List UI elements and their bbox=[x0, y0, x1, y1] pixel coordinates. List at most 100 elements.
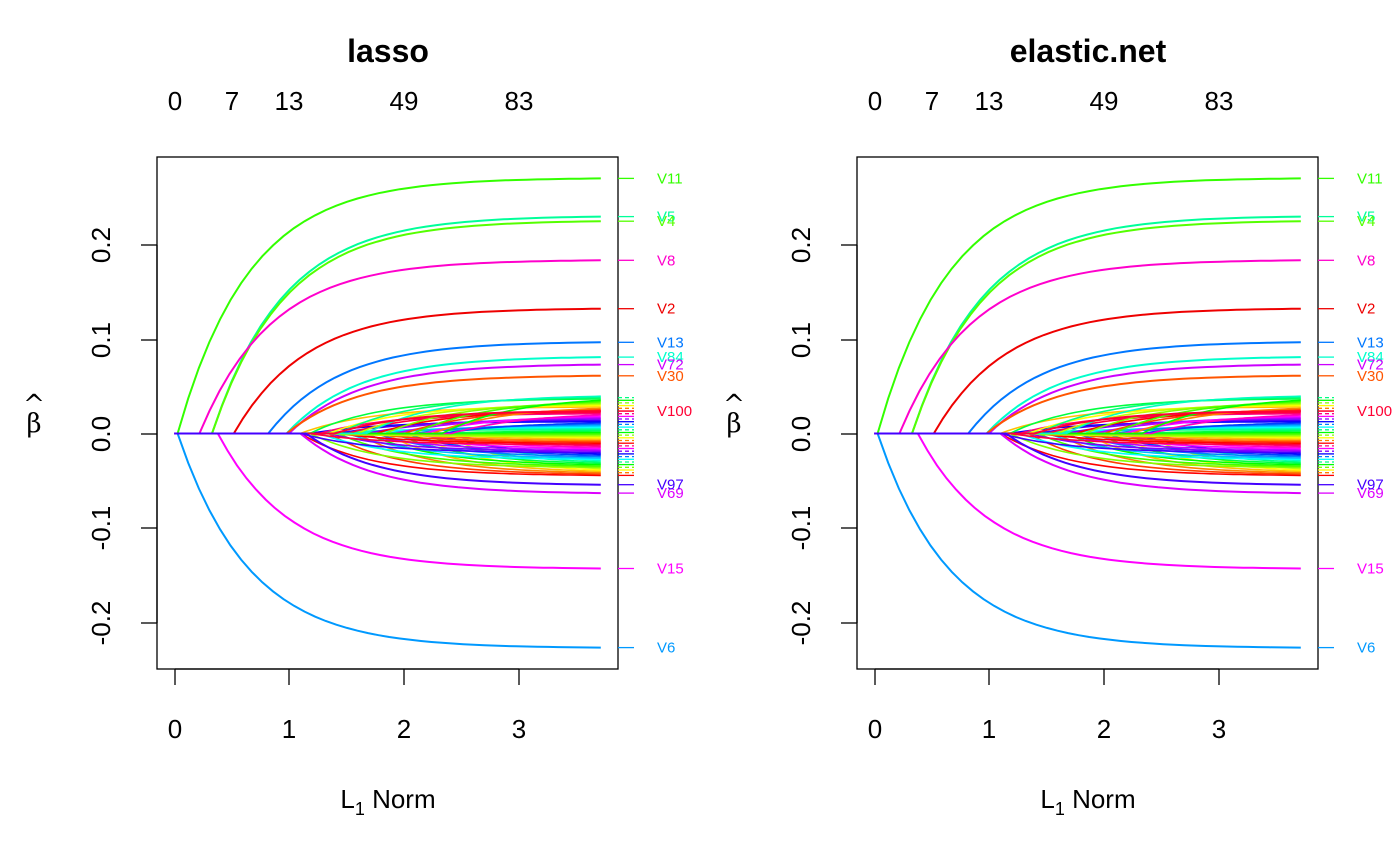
x-axis-label: L1 Norm bbox=[1040, 784, 1135, 819]
series-label-v2: V2 bbox=[657, 301, 675, 318]
x-axis-label: L1 Norm bbox=[340, 784, 435, 819]
series-line bbox=[174, 432, 601, 446]
series-label-v100: V100 bbox=[1357, 403, 1392, 420]
x-axis-ticks: 0 1 2 3 bbox=[868, 668, 1226, 744]
series-line bbox=[174, 430, 601, 435]
x-tick-label: 1 bbox=[982, 714, 996, 744]
series-line-v4 bbox=[174, 220, 601, 435]
top-tick: 83 bbox=[1205, 86, 1234, 116]
series-line bbox=[874, 396, 1301, 435]
series-label-v5: V5 bbox=[657, 209, 675, 226]
series-line bbox=[874, 432, 1301, 451]
panel-title: lasso bbox=[347, 33, 429, 69]
series-label-v97: V97 bbox=[657, 477, 684, 494]
y-axis-ticks: -0.2 -0.1 0.0 0.1 0.2 bbox=[786, 227, 858, 646]
series-line bbox=[174, 432, 601, 473]
series-line-v8 bbox=[874, 259, 1301, 435]
series-label-v69: V69 bbox=[1357, 485, 1384, 502]
series-line-v100 bbox=[174, 410, 601, 435]
top-tick: 0 bbox=[168, 86, 182, 116]
series-line-v13 bbox=[174, 341, 601, 435]
series-line bbox=[174, 398, 601, 435]
x-tick-label: 0 bbox=[868, 714, 882, 744]
series-line-v5 bbox=[874, 215, 1301, 435]
series-line-v84 bbox=[874, 356, 1301, 435]
coefficient-paths bbox=[874, 177, 1301, 649]
series-line-v69 bbox=[174, 432, 601, 495]
series-line-v72 bbox=[174, 363, 601, 435]
series-line bbox=[174, 432, 601, 452]
series-line-v8 bbox=[174, 259, 601, 435]
series-label-v11: V11 bbox=[1357, 170, 1383, 187]
series-line bbox=[874, 430, 1301, 435]
series-line-v97 bbox=[874, 432, 1301, 486]
series-label-v15: V15 bbox=[657, 561, 684, 578]
series-label-v8: V8 bbox=[1357, 252, 1375, 269]
series-line bbox=[874, 399, 1301, 435]
series-line bbox=[874, 398, 1301, 435]
series-label-v97: V97 bbox=[1357, 477, 1384, 494]
top-tick: 49 bbox=[1090, 86, 1119, 116]
series-label-v30: V30 bbox=[1357, 368, 1384, 385]
top-tick: 13 bbox=[975, 86, 1004, 116]
y-axis-label-symbol: β bbox=[726, 409, 741, 439]
series-line bbox=[874, 432, 1301, 474]
series-line-v30 bbox=[874, 374, 1301, 435]
series-line-v11 bbox=[174, 177, 601, 435]
series-line bbox=[174, 432, 601, 438]
series-line bbox=[874, 432, 1301, 452]
series-line bbox=[874, 407, 1301, 435]
series-line-v97 bbox=[174, 432, 601, 486]
y-tick-label: -0.2 bbox=[786, 601, 816, 646]
series-label-v69: V69 bbox=[657, 485, 684, 502]
series-line bbox=[174, 432, 601, 469]
x-axis-label-subscript: 1 bbox=[355, 799, 365, 819]
x-tick-label: 3 bbox=[1212, 714, 1226, 744]
series-label-v13: V13 bbox=[657, 334, 684, 351]
series-line-v2 bbox=[874, 307, 1301, 435]
y-tick-label: 0.2 bbox=[786, 227, 816, 263]
series-line bbox=[174, 432, 601, 443]
y-axis-ticks: -0.2 -0.1 0.0 0.1 0.2 bbox=[86, 227, 158, 645]
plot-frame bbox=[856, 156, 1319, 670]
series-line bbox=[874, 414, 1301, 435]
y-axis-label-symbol: β bbox=[26, 409, 41, 439]
series-label-v72: V72 bbox=[1357, 357, 1384, 374]
x-axis-ticks: 0 1 2 3 bbox=[168, 668, 526, 744]
series-line bbox=[874, 432, 1301, 473]
series-line-v15 bbox=[874, 432, 1301, 570]
x-axis-label-subscript: 1 bbox=[1055, 799, 1065, 819]
series-line bbox=[874, 432, 1301, 454]
series-line bbox=[874, 432, 1301, 475]
series-line-v2 bbox=[174, 307, 601, 435]
y-tick-label: -0.1 bbox=[786, 506, 816, 551]
x-tick-label: 3 bbox=[512, 714, 526, 744]
series-line bbox=[174, 414, 601, 435]
series-line bbox=[174, 396, 601, 435]
series-line bbox=[174, 432, 601, 477]
series-label-v2: V2 bbox=[1357, 301, 1375, 318]
series-line-v5 bbox=[174, 215, 601, 435]
plot-frame bbox=[156, 156, 619, 670]
series-line bbox=[174, 432, 601, 450]
top-tick: 13 bbox=[275, 86, 304, 116]
series-line bbox=[174, 432, 601, 451]
series-line-v13 bbox=[874, 341, 1301, 435]
y-tick-label: 0.0 bbox=[786, 416, 816, 452]
elastic-net-panel: elastic.net 0 7 13 49 83 0 1 2 3 bbox=[723, 33, 1392, 819]
y-tick-label: 0.2 bbox=[86, 227, 116, 263]
coefficient-paths bbox=[174, 177, 601, 649]
series-line bbox=[874, 432, 1301, 443]
top-tick: 0 bbox=[868, 86, 882, 116]
series-label-v6: V6 bbox=[657, 640, 675, 657]
series-line bbox=[874, 432, 1301, 450]
series-label-v84: V84 bbox=[657, 349, 684, 366]
series-line bbox=[874, 432, 1301, 438]
series-line bbox=[874, 432, 1301, 444]
y-tick-label: 0.1 bbox=[786, 322, 816, 358]
top-tick: 49 bbox=[390, 86, 419, 116]
panel-title: elastic.net bbox=[1010, 33, 1167, 69]
